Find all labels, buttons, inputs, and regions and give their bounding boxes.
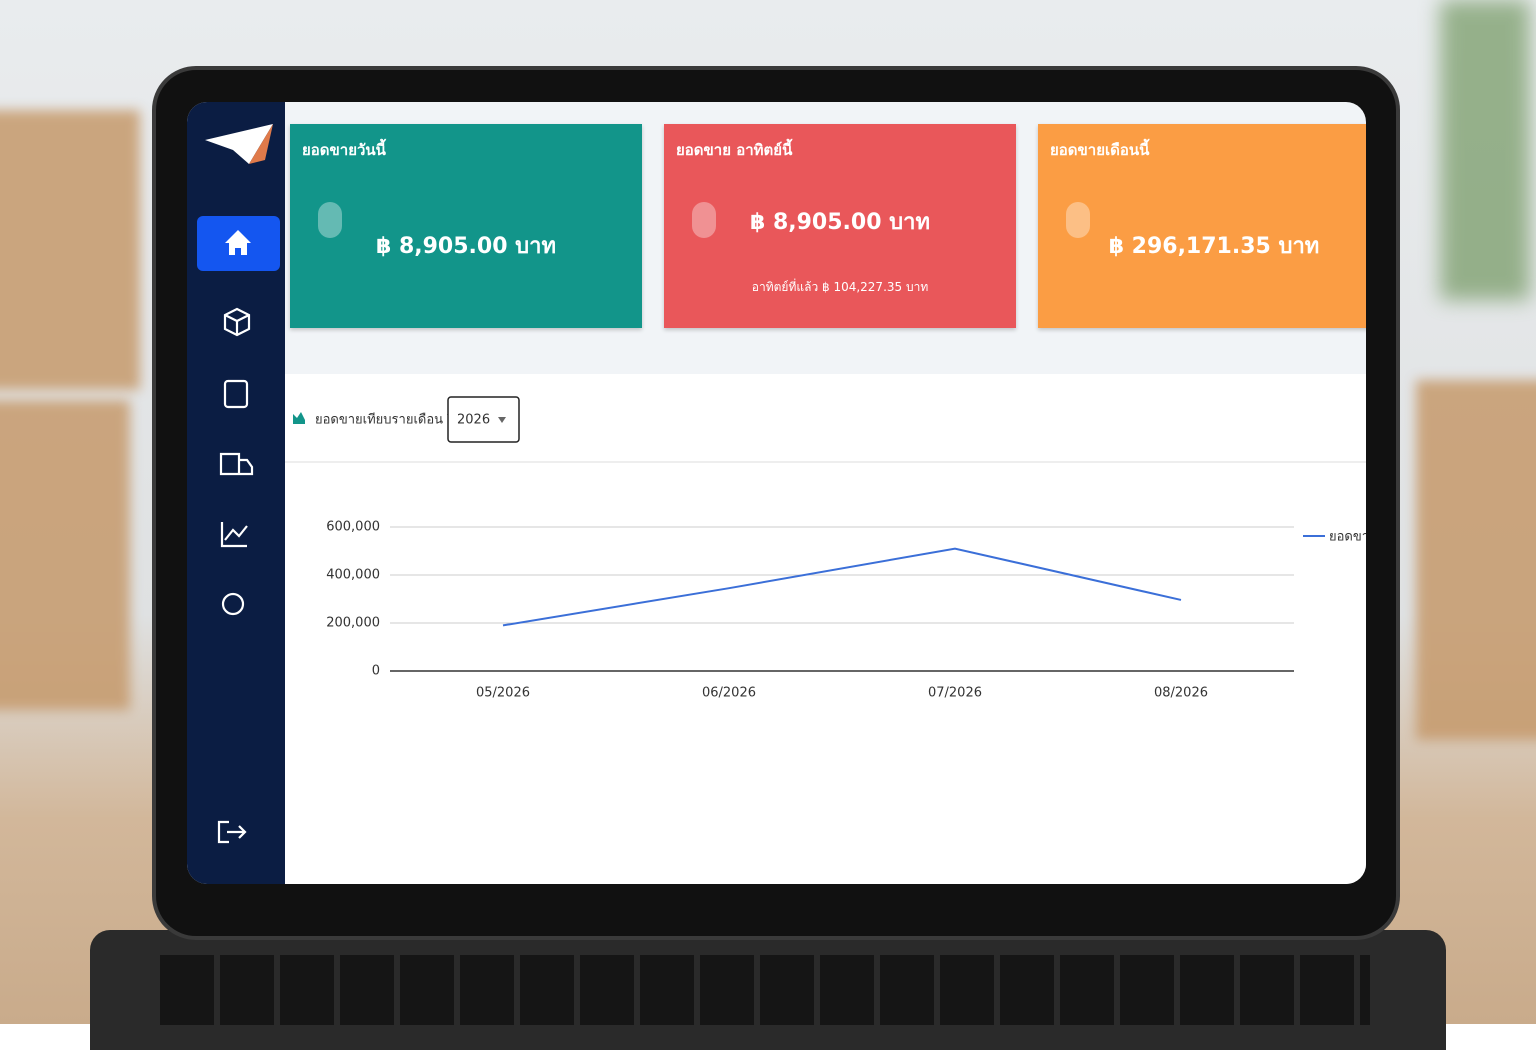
- card-value: ฿ 8,905.00 บาท: [375, 234, 556, 259]
- card-value: ฿ 296,171.35 บาท: [1108, 234, 1320, 259]
- x-tick-label: 06/2026: [702, 686, 756, 701]
- nav-reports[interactable]: [220, 522, 248, 548]
- card-icon: [1066, 202, 1090, 238]
- nav-settings[interactable]: [221, 592, 245, 616]
- x-tick-label: 07/2026: [928, 686, 982, 701]
- sidebar: [187, 102, 285, 884]
- chart-title: ยอดขายเทียบรายเดือน ปี: [315, 412, 455, 428]
- line-series: [502, 547, 1182, 627]
- card-icon: [318, 202, 342, 238]
- sidebar-icons: [197, 124, 280, 844]
- nav-shipping[interactable]: [219, 452, 254, 476]
- chart: ยอดขายเทียบรายเดือน ปี 2026 0 200,000 400,…: [285, 396, 1366, 701]
- logo: [205, 124, 273, 164]
- card-title: ยอดขาย อาทิตย์นี้: [676, 141, 793, 159]
- card-value: ฿ 8,905.00 บาท: [749, 210, 930, 235]
- box: [1416, 380, 1536, 740]
- x-tick-label: 05/2026: [476, 686, 530, 701]
- screen: ยอดขายวันนี้ ฿ 8,905.00 บาท ยอดขาย อาทิต…: [187, 102, 1366, 884]
- logo-accent: [249, 124, 273, 164]
- card-icon: [692, 202, 716, 238]
- select-arrow: [498, 417, 506, 423]
- year-select-value: 2026: [457, 413, 490, 428]
- card-title: ยอดขายวันนี้: [302, 141, 386, 159]
- card-title: ยอดขายเดือนนี้: [1050, 141, 1150, 159]
- chart-icon: [293, 412, 305, 424]
- nav-orders[interactable]: [223, 379, 249, 409]
- chart-panel: ยอดขายเทียบรายเดือน ปี 2026 0 200,000 400,…: [285, 374, 1366, 884]
- y-tick-label: 200,000: [326, 616, 380, 631]
- nav-products[interactable]: [223, 307, 251, 337]
- y-tick-label: 600,000: [326, 520, 380, 535]
- card-month: ยอดขายเดือนนี้ ฿ 296,171.35 บาท: [1038, 124, 1366, 328]
- box: [0, 400, 130, 710]
- year-select[interactable]: [447, 396, 520, 443]
- card-note: อาทิตย์ที่แล้ว ฿ 104,227.35 บาท: [751, 280, 929, 294]
- y-tick-label: 400,000: [326, 568, 380, 583]
- nav-logout[interactable]: [217, 820, 247, 844]
- box: [0, 110, 140, 390]
- card-today: ยอดขายวันนี้ ฿ 8,905.00 บาท: [290, 124, 642, 328]
- x-tick-label: 08/2026: [1154, 686, 1208, 701]
- home-icon: [225, 230, 251, 255]
- card-week: ยอดขาย อาทิตย์นี้ ฿ 8,905.00 บาท อาทิตย์…: [664, 124, 1016, 328]
- legend-label: ยอดขาย: [1329, 530, 1366, 545]
- plant: [1440, 0, 1530, 300]
- keyboard: [160, 955, 1370, 1025]
- y-tick-label: 0: [372, 664, 380, 679]
